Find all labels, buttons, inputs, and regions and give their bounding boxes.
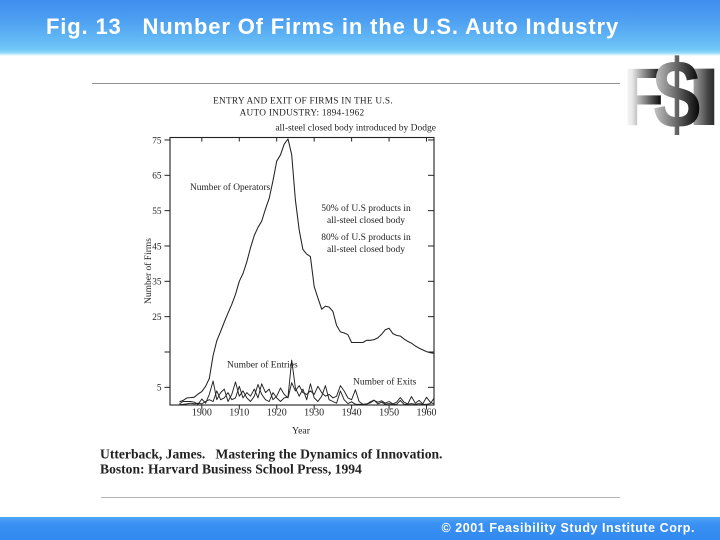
svg-text:1960: 1960 <box>417 407 437 418</box>
logo-letter-f: F <box>623 52 665 143</box>
plot-frame <box>169 136 435 406</box>
svg-text:1930: 1930 <box>304 407 324 418</box>
svg-text:25: 25 <box>152 313 162 323</box>
annotation-50pct-line1: 50% of U.S products in <box>321 203 411 214</box>
data-curves <box>179 138 435 406</box>
citation-line1: Utterback, James. Mastering the Dynamics… <box>100 447 442 462</box>
svg-text:1900: 1900 <box>192 407 212 418</box>
header-bar: Fig. 13 Number Of Firms in the U.S. Auto… <box>0 0 720 56</box>
logo-letter-i: I <box>684 57 720 139</box>
annotation-50pct-line2: all-steel closed body <box>327 216 405 226</box>
svg-text:1910: 1910 <box>229 407 249 418</box>
scanned-figure: ENTRY AND EXIT OF FIRMS IN THE U.S. AUTO… <box>100 97 442 477</box>
axis-label-x: Year <box>292 426 311 437</box>
chart-title-line2: AUTO INDUSTRY: 1894-1962 <box>240 108 365 118</box>
axis-ticks <box>164 137 434 410</box>
axis-label-y: Number of Firms <box>143 238 154 304</box>
svg-text:65: 65 <box>152 172 162 182</box>
annotation-80pct-line2: all-steel closed body <box>327 245 405 255</box>
footer-bar: © 2001 Feasibility Study Institute Corp. <box>0 517 720 540</box>
svg-text:1950: 1950 <box>379 407 399 418</box>
svg-text:45: 45 <box>152 242 162 252</box>
annotation-exits: Number of Exits <box>353 377 417 388</box>
svg-text:55: 55 <box>152 207 162 217</box>
slide-title: Fig. 13 Number Of Firms in the U.S. Auto… <box>46 14 620 39</box>
citation-line2: Boston: Harvard Business School Press, 1… <box>100 462 362 477</box>
fsi-logo: F I $ <box>620 46 720 143</box>
svg-text:5: 5 <box>157 384 162 394</box>
chart-title-line1: ENTRY AND EXIT OF FIRMS IN THE U.S. <box>213 97 393 107</box>
svg-text:1940: 1940 <box>342 407 362 418</box>
svg-text:75: 75 <box>152 136 162 146</box>
svg-text:1920: 1920 <box>267 407 287 418</box>
axis-tick-labels: 5 25 35 45 55 65 75 1900 1910 1920 1930 1940 1950 196… <box>152 136 436 418</box>
footer-copyright: © 2001 Feasibility Study Institute Corp. <box>441 521 695 535</box>
annotation-entries: Number of Entries <box>227 360 298 371</box>
annotation-dodge: all-steel closed body introduced by Dodg… <box>275 124 436 134</box>
annotation-operators: Number of Operators <box>190 182 271 193</box>
logo-letter-dollar: $ <box>653 40 701 149</box>
svg-text:35: 35 <box>152 278 162 288</box>
annotation-80pct-line1: 80% of U.S products in <box>321 232 411 243</box>
